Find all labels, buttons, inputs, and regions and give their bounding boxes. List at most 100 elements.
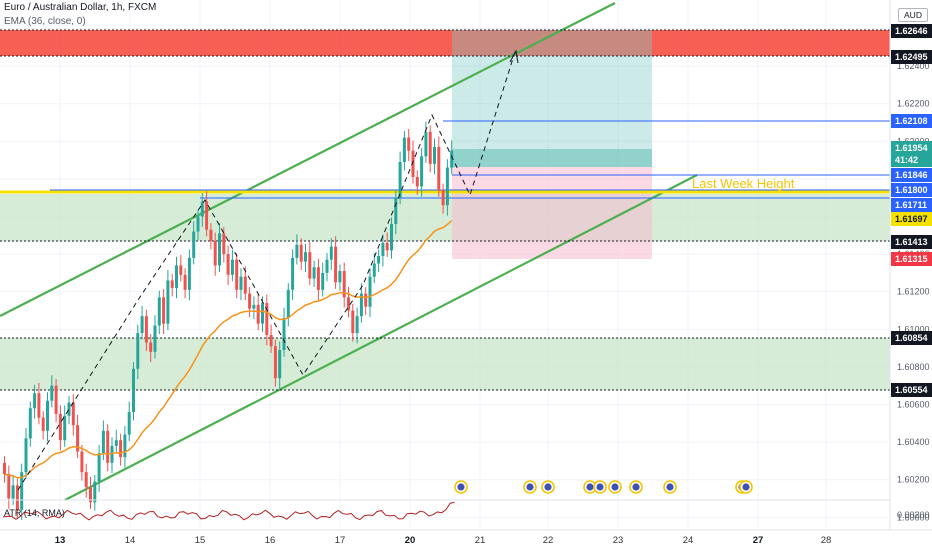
candle-82[interactable] [355,316,359,334]
candle-20[interactable] [89,487,92,503]
event-marker-5[interactable] [608,480,622,494]
candle-39[interactable] [170,280,174,288]
candle-99[interactable] [428,131,432,164]
event-marker-4[interactable] [593,480,607,494]
candle-25[interactable] [110,445,114,463]
candle-3[interactable] [15,485,19,510]
candle-72[interactable] [312,267,316,279]
price-label-4[interactable]: 41:42 [895,155,918,165]
candle-98[interactable] [424,131,428,157]
event-marker-0[interactable] [454,480,468,494]
candle-35[interactable] [153,325,157,352]
position-target-zone[interactable] [452,30,652,167]
candle-94[interactable] [407,137,411,151]
candle-42[interactable] [183,274,187,290]
candle-43[interactable] [187,257,191,290]
candle-34[interactable] [149,342,153,352]
candle-21[interactable] [93,481,97,503]
candle-16[interactable] [71,402,75,426]
candle-92[interactable] [398,161,402,198]
support-zone-lower[interactable] [0,338,890,390]
candle-4[interactable] [20,472,24,510]
candle-2[interactable] [11,485,15,499]
support-zone-upper[interactable] [0,194,890,241]
candle-23[interactable] [101,430,105,454]
currency-badge[interactable]: AUD [898,8,928,22]
candle-69[interactable] [299,244,303,262]
event-marker-2[interactable] [541,480,555,494]
candle-0[interactable] [3,462,6,475]
candle-83[interactable] [359,293,363,317]
candle-58[interactable] [252,304,256,309]
candle-13[interactable] [58,413,62,441]
candle-84[interactable] [364,293,368,307]
candle-100[interactable] [433,146,436,164]
candle-102[interactable] [441,190,445,206]
candle-54[interactable] [235,259,239,290]
resistance-zone[interactable] [0,30,890,56]
candle-50[interactable] [218,233,221,266]
candle-46[interactable] [200,201,204,217]
candle-79[interactable] [342,271,346,298]
event-marker-7[interactable] [663,480,677,494]
event-marker-3[interactable] [583,480,597,494]
candle-48[interactable] [209,229,213,241]
candle-78[interactable] [338,271,342,283]
candle-32[interactable] [140,316,144,334]
candle-10[interactable] [46,400,49,431]
candle-76[interactable] [329,246,333,260]
price-label-3[interactable]: 1.61954 [895,143,928,153]
symbol-title[interactable]: Euro / Australian Dollar, 1h, FXCM [4,2,157,13]
candle-44[interactable] [192,231,196,258]
candle-87[interactable] [377,255,381,264]
candle-55[interactable] [239,276,243,290]
candle-11[interactable] [50,385,54,401]
candle-7[interactable] [33,393,37,409]
price-label-9[interactable]: 1.61413 [895,237,928,247]
candle-85[interactable] [368,276,372,307]
candle-24[interactable] [106,430,110,463]
event-marker-6[interactable] [629,480,643,494]
candle-86[interactable] [372,263,376,277]
price-label-6[interactable]: 1.61800 [895,185,928,195]
candle-93[interactable] [402,137,406,162]
candle-17[interactable] [76,425,80,452]
price-label-2[interactable]: 1.62108 [895,116,928,126]
candle-59[interactable] [256,304,260,324]
candle-74[interactable] [321,272,325,290]
last-week-height-label[interactable]: Last Week Height [692,176,795,191]
candle-49[interactable] [213,240,217,266]
candle-75[interactable] [325,259,329,273]
candle-29[interactable] [127,412,131,435]
candle-60[interactable] [261,302,264,324]
candle-56[interactable] [243,276,247,294]
candle-8[interactable] [37,393,41,418]
candle-27[interactable] [119,440,123,458]
candle-19[interactable] [84,472,88,488]
atr-line[interactable] [2,501,455,521]
candle-9[interactable] [41,417,45,431]
ema-legend[interactable]: EMA (36, close, 0) [4,16,86,27]
candle-71[interactable] [308,252,312,279]
candle-36[interactable] [157,297,161,326]
candle-61[interactable] [265,302,269,335]
candle-73[interactable] [316,267,320,290]
price-label-1[interactable]: 1.62495 [895,52,928,62]
price-label-10[interactable]: 1.61315 [895,254,928,264]
event-marker-1[interactable] [523,480,537,494]
candle-12[interactable] [54,385,58,414]
candle-80[interactable] [347,297,350,311]
candle-81[interactable] [351,310,355,334]
candle-89[interactable] [385,242,389,251]
candle-101[interactable] [437,146,441,191]
candle-52[interactable] [226,254,230,275]
candle-62[interactable] [269,334,273,347]
candle-37[interactable] [162,297,166,324]
candle-1[interactable] [7,474,11,499]
candle-18[interactable] [80,451,84,473]
time-axis[interactable] [0,530,932,550]
position-stop-zone[interactable] [452,167,652,259]
candle-103[interactable] [445,167,449,206]
candle-53[interactable] [230,259,234,275]
channel-upper-line[interactable] [0,2,616,317]
